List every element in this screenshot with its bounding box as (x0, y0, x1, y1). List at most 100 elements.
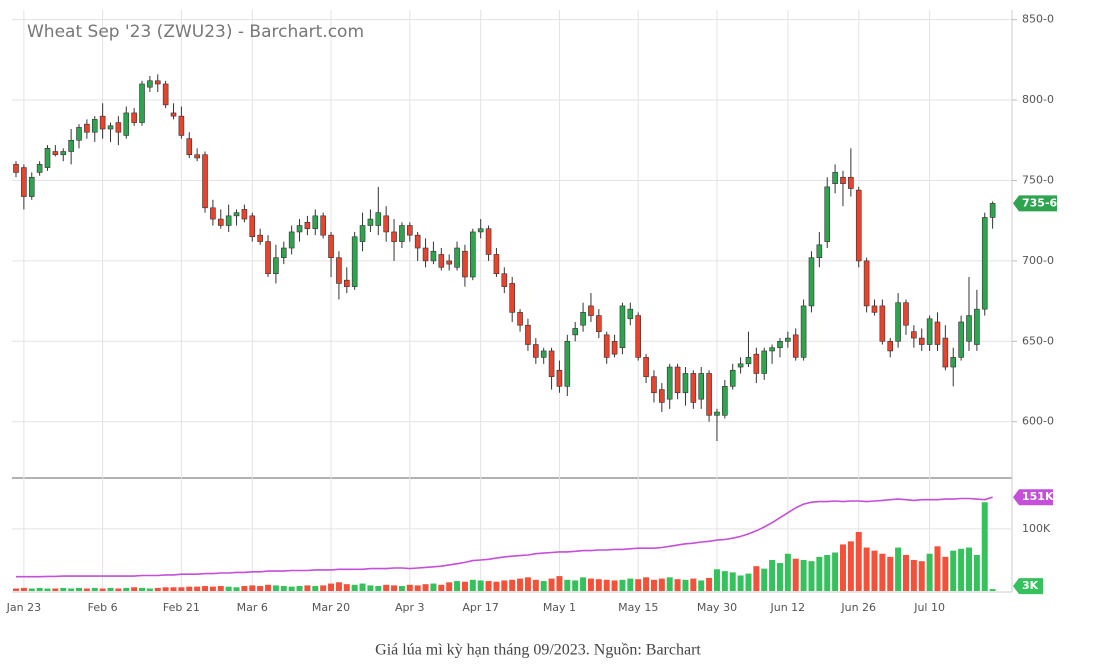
candle-body (312, 215, 319, 230)
candle-body (525, 324, 531, 345)
candle-body (824, 186, 831, 242)
volume-bar (391, 585, 398, 591)
value-tag-label: 735-6 (1022, 196, 1058, 209)
candle-body (659, 389, 665, 403)
value-tag (1013, 195, 1057, 212)
candle-body (462, 250, 468, 278)
candle-body (887, 340, 894, 352)
candle-body (383, 215, 389, 233)
x-tick-label: Mar 6 (237, 601, 268, 614)
candle-body (926, 318, 933, 345)
volume-bar (753, 566, 760, 591)
candle-body (596, 315, 602, 332)
x-tick-label: May 15 (618, 601, 658, 614)
candle-body (651, 376, 657, 394)
volume-bar (454, 581, 461, 591)
candle-body (217, 218, 224, 226)
candle-body (871, 305, 878, 313)
volume-bar (989, 589, 996, 591)
x-tick-label: Jan 23 (6, 601, 41, 614)
volume-bar (713, 569, 720, 591)
volume-bar (469, 579, 476, 591)
volume-bar (288, 586, 295, 591)
volume-bar (910, 559, 917, 591)
volume-bar (422, 584, 429, 591)
candle-body (966, 315, 972, 342)
x-tick-label: Jul 10 (913, 601, 945, 614)
candle-body (430, 250, 437, 262)
volume-bar (36, 587, 43, 591)
volume-bar (28, 588, 35, 591)
candle-body (123, 112, 130, 136)
candle-body (36, 164, 43, 173)
candle-body (210, 207, 216, 220)
volume-bar (249, 585, 256, 591)
volume-bar (83, 588, 90, 591)
volume-bar (619, 579, 626, 591)
volume-bar (556, 576, 563, 591)
volume-bar (595, 579, 602, 591)
volume-bar (139, 587, 146, 591)
candle-body (911, 331, 917, 339)
grid: 600-0 650-0 700-0 750-0 800-0 850-0 100K Jan 23… (6, 10, 1054, 614)
candle-body (540, 350, 547, 358)
volume-bar (887, 556, 894, 591)
volume-bar (674, 579, 681, 591)
candle-body (958, 321, 964, 358)
volume-bar (800, 559, 807, 591)
volume-bar (257, 586, 264, 591)
volume-bar (162, 587, 169, 591)
volume-bar (611, 580, 618, 591)
candle-body (737, 363, 744, 368)
candle-body (832, 172, 838, 184)
candle-body (343, 279, 350, 287)
volume-bar (44, 588, 51, 591)
volume-bar (721, 571, 728, 591)
volume-bar (170, 587, 177, 591)
volume-bar (643, 577, 650, 591)
y-tick-label: 850-0 (1022, 13, 1054, 26)
y-tick-label: 750-0 (1022, 173, 1054, 186)
volume-bar (745, 573, 752, 591)
candle-body (233, 212, 240, 217)
candle-body (68, 139, 74, 152)
candle-body (533, 344, 539, 358)
volume-bar (485, 581, 492, 591)
volume-bar (13, 588, 19, 591)
candle-body (981, 217, 988, 310)
candle-body (556, 369, 563, 387)
candle-body (99, 115, 106, 130)
volume-bar (265, 584, 272, 591)
candle-body (107, 125, 114, 130)
volume-bar (627, 578, 634, 591)
candle-body (643, 357, 649, 377)
volume-bar (729, 572, 736, 591)
y-tick-label: 100K (1022, 522, 1051, 535)
volume-bar (682, 579, 689, 591)
volume-bar (698, 580, 705, 591)
x-tick-label: Jun 12 (770, 601, 806, 614)
candle-body (974, 308, 980, 345)
candle-body (391, 231, 397, 242)
volume-bar (414, 585, 421, 591)
candle-body (682, 373, 689, 394)
volume-bar (186, 586, 193, 591)
candle-body (477, 228, 484, 233)
volume-bar (895, 547, 902, 591)
volume-bar (816, 556, 823, 591)
candle-body (792, 334, 799, 358)
candle-body (848, 176, 854, 189)
volume-bar (706, 577, 713, 591)
candle-body (863, 260, 870, 307)
candle-body (422, 247, 429, 262)
candle-body (375, 212, 382, 226)
candle-body (454, 247, 460, 268)
volume-bar (430, 583, 437, 591)
candle-body (698, 373, 705, 400)
candle-body (320, 215, 326, 236)
candle-body (509, 283, 515, 313)
volume-bar (383, 584, 390, 591)
volume-bar (154, 587, 161, 591)
volume-bar (446, 582, 453, 591)
volume-bar (548, 578, 555, 591)
